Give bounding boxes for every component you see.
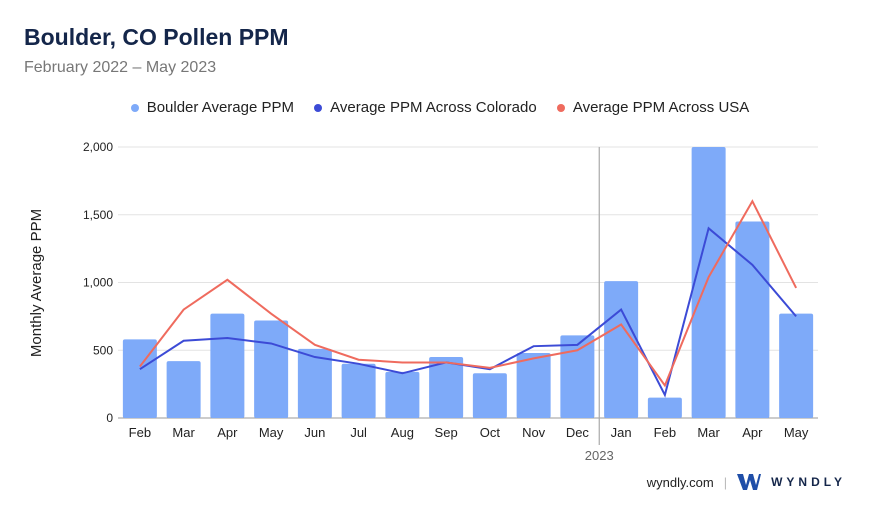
legend-label: Boulder Average PPM — [146, 99, 294, 116]
chart-title: Boulder, CO Pollen PPM — [24, 24, 289, 50]
x-tick-label: Mar — [172, 425, 195, 440]
legend-label: Average PPM Across USA — [572, 99, 750, 116]
x-tick-label: Feb — [129, 425, 151, 440]
y-tick-label: 1,000 — [83, 276, 113, 290]
year-label: 2023 — [585, 448, 614, 463]
x-tick-label: Apr — [217, 425, 238, 440]
bar — [604, 281, 639, 418]
bar — [691, 147, 726, 418]
legend-item-boulder[interactable]: Boulder Average PPM — [130, 99, 294, 116]
y-axis-label: Monthly Average PPM — [28, 209, 45, 357]
footer-divider: | — [723, 474, 728, 490]
x-tick-label: Jul — [350, 425, 367, 440]
x-tick-label: Aug — [391, 425, 414, 440]
legend-dot-icon — [130, 104, 139, 113]
legend-item-usa[interactable]: Average PPM Across USA — [556, 99, 750, 116]
bar — [560, 335, 595, 418]
legend-dot-icon — [314, 104, 323, 113]
x-tick-label: Oct — [480, 425, 501, 440]
bar — [122, 339, 157, 418]
legend-label: Average PPM Across Colorado — [330, 99, 537, 116]
bar — [472, 373, 507, 418]
legend-dot-icon — [556, 104, 565, 113]
site-link[interactable]: wyndly.com — [646, 474, 714, 490]
x-tick-label: Feb — [654, 425, 676, 440]
y-tick-label: 2,000 — [83, 140, 113, 154]
x-tick-label: Dec — [566, 425, 590, 440]
x-tick-label: Sep — [435, 425, 458, 440]
bar — [735, 221, 770, 418]
y-tick-label: 500 — [93, 343, 113, 357]
bar — [429, 357, 464, 418]
y-tick-label: 1,500 — [83, 208, 113, 222]
bar — [647, 397, 682, 418]
bar — [210, 313, 245, 418]
x-tick-label: May — [784, 425, 809, 440]
bar — [385, 371, 420, 418]
usa-line — [139, 199, 798, 388]
bar — [516, 352, 551, 418]
x-tick-label: Nov — [522, 425, 546, 440]
bar — [166, 361, 201, 418]
wyndly-logo-icon — [737, 474, 762, 490]
y-tick-label: 0 — [106, 411, 113, 425]
bar — [341, 363, 376, 418]
x-tick-label: Apr — [742, 425, 763, 440]
brand-name: WYNDLY — [771, 475, 846, 489]
bar — [779, 313, 814, 418]
bar — [254, 320, 289, 418]
x-tick-label: Jan — [611, 425, 632, 440]
legend: Boulder Average PPM Average PPM Across C… — [0, 99, 880, 116]
x-tick-label: May — [259, 425, 284, 440]
legend-item-colorado[interactable]: Average PPM Across Colorado — [314, 99, 537, 116]
chart-subtitle: February 2022 – May 2023 — [24, 59, 217, 76]
x-tick-label: Jun — [304, 425, 325, 440]
bar — [297, 348, 332, 418]
footer: wyndly.com | WYNDLY — [647, 473, 846, 491]
x-tick-label: Mar — [697, 425, 720, 440]
